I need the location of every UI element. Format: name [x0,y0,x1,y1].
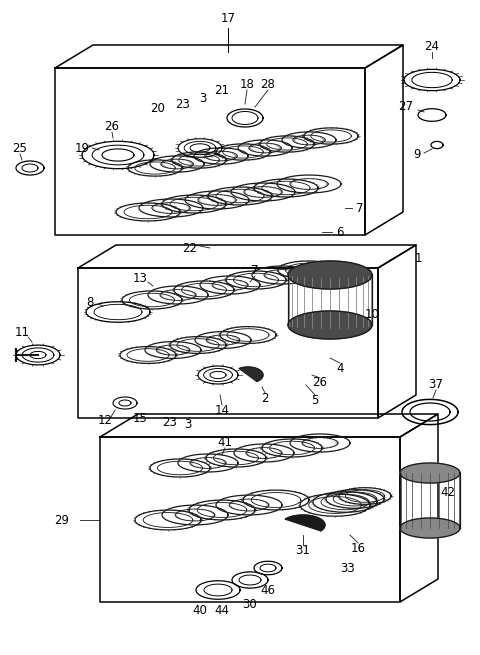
Text: 22: 22 [182,242,197,255]
Text: 41: 41 [217,436,232,449]
Text: 44: 44 [215,603,229,616]
Text: 9: 9 [413,149,421,162]
Text: 13: 13 [132,272,147,284]
Text: 7: 7 [356,202,364,214]
Text: 18: 18 [240,79,254,92]
Text: 37: 37 [429,377,444,390]
Polygon shape [285,515,325,531]
Text: 28: 28 [261,79,276,92]
Text: 20: 20 [151,102,166,115]
Text: 40: 40 [192,603,207,616]
Text: 11: 11 [14,326,29,339]
Text: 46: 46 [261,584,276,597]
Text: 26: 26 [105,121,120,134]
Polygon shape [288,261,372,289]
Text: 4: 4 [336,362,344,375]
Text: 19: 19 [74,141,89,155]
Text: 31: 31 [296,544,311,557]
Text: 30: 30 [242,597,257,610]
Text: 10: 10 [365,309,379,322]
Text: 24: 24 [424,39,440,52]
Text: 33: 33 [341,561,355,574]
Text: 1: 1 [414,252,422,265]
Text: 6: 6 [336,225,344,238]
Polygon shape [400,518,460,538]
Polygon shape [288,311,372,339]
Polygon shape [400,463,460,483]
Text: 23: 23 [176,98,191,111]
Text: 14: 14 [215,403,229,417]
Text: 8: 8 [86,295,94,309]
Text: 17: 17 [220,12,236,24]
Text: 23: 23 [163,415,178,428]
Text: 15: 15 [132,411,147,424]
Text: 26: 26 [312,377,327,390]
Text: 42: 42 [441,485,456,498]
Text: 21: 21 [215,83,229,96]
Text: 3: 3 [199,92,207,105]
Text: 3: 3 [184,417,192,430]
Text: 25: 25 [12,141,27,155]
Text: 2: 2 [261,392,269,405]
Text: 5: 5 [312,394,319,407]
Polygon shape [239,367,263,381]
Text: 29: 29 [55,514,70,527]
Text: 7: 7 [251,263,259,276]
Text: 27: 27 [398,100,413,113]
Text: 16: 16 [350,542,365,555]
Text: 12: 12 [97,413,112,426]
